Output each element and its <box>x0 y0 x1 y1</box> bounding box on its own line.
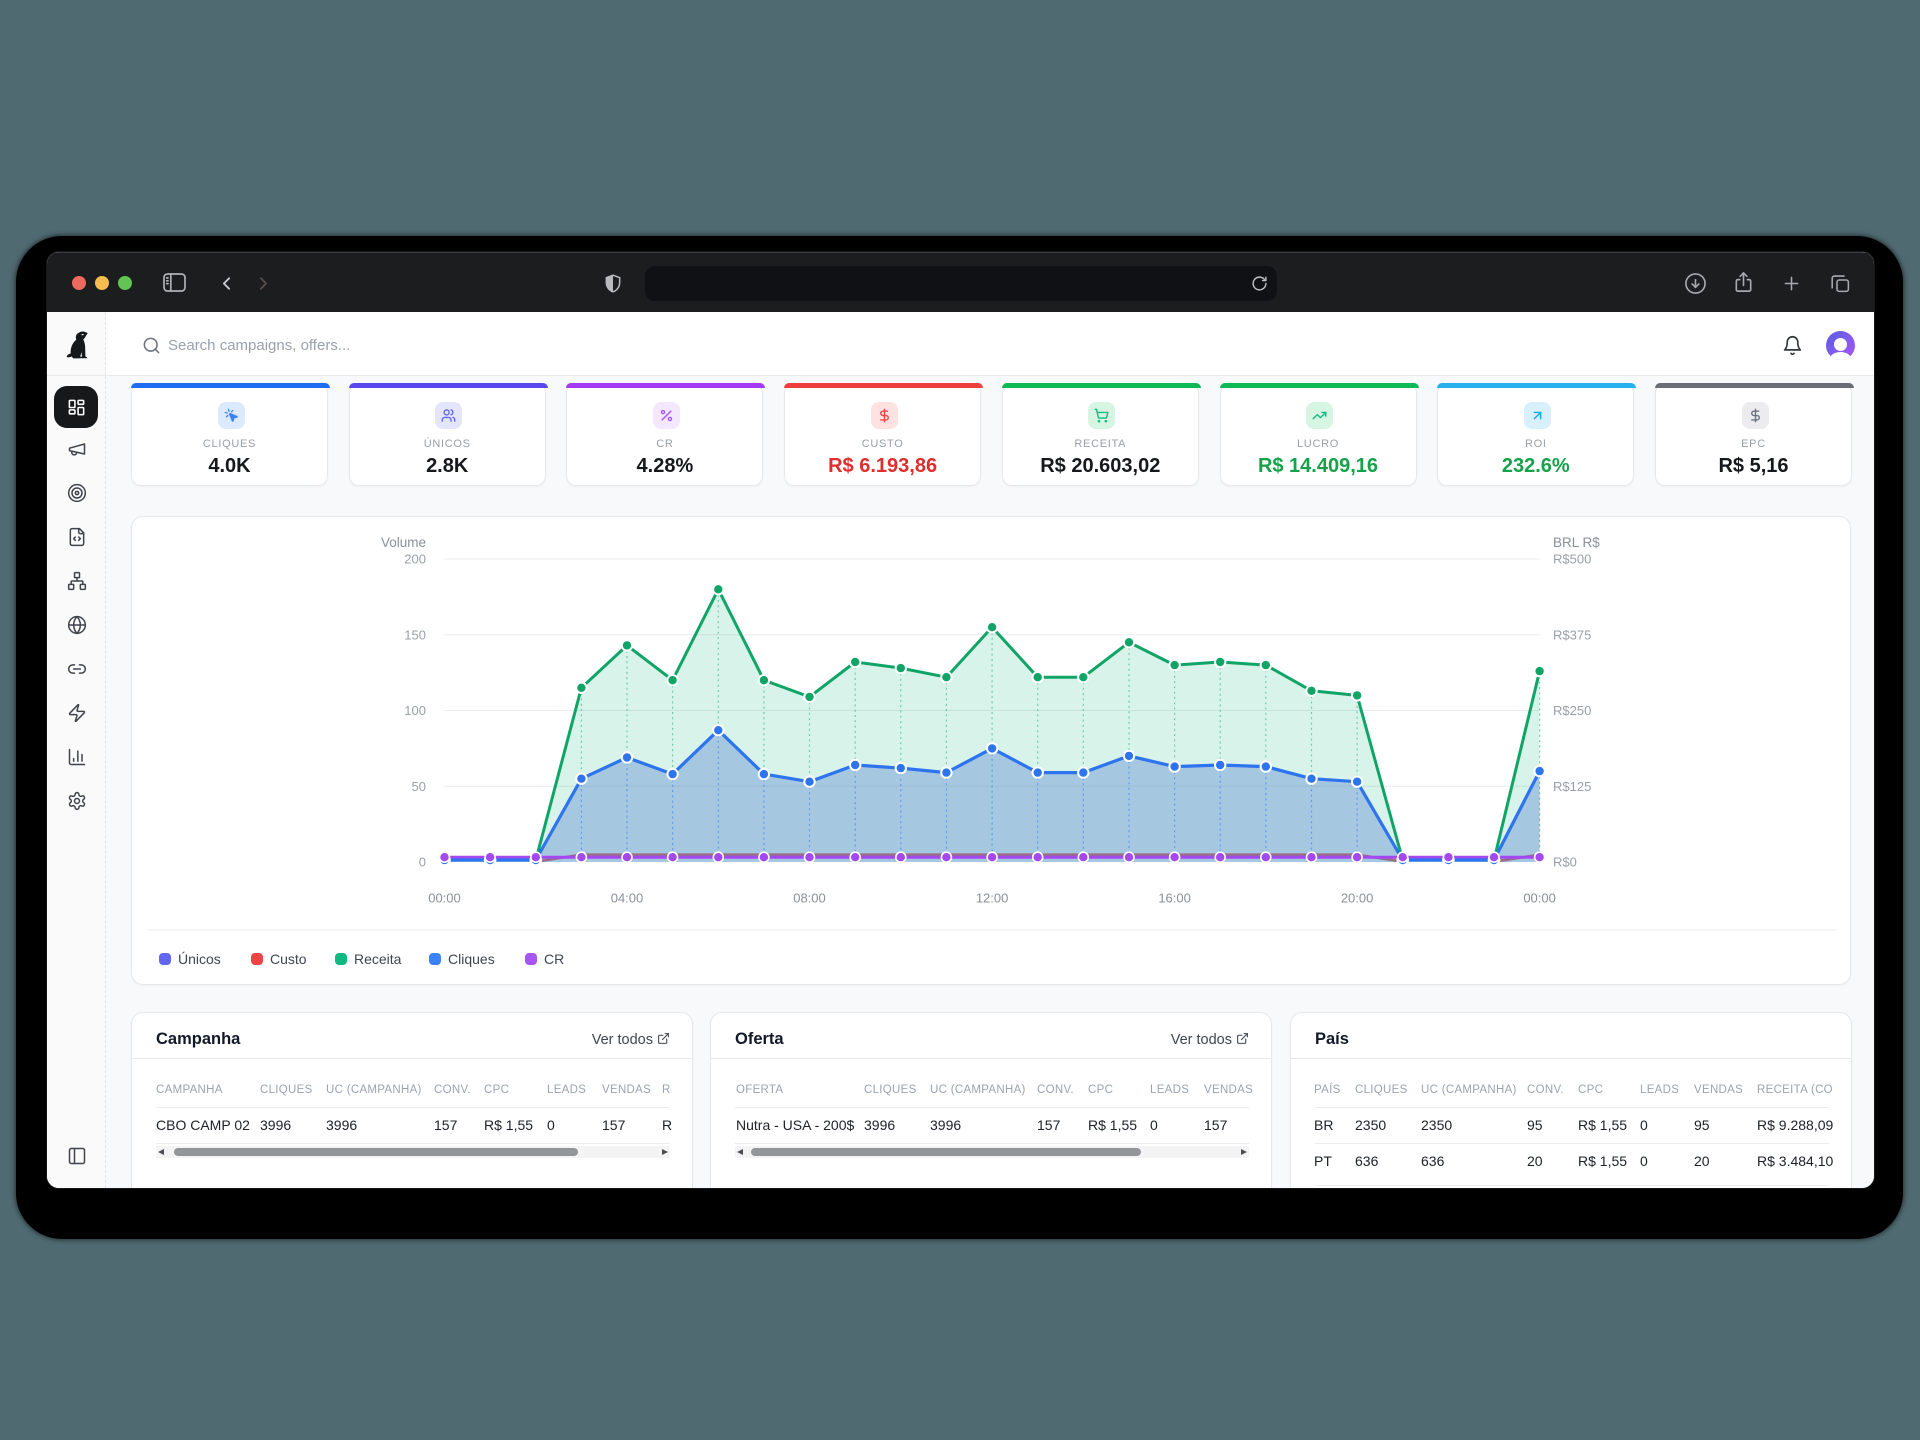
svg-text:R$375: R$375 <box>1553 627 1591 642</box>
svg-text:50: 50 <box>412 779 426 794</box>
svg-text:0: 0 <box>419 855 426 870</box>
svg-text:R$125: R$125 <box>1553 779 1591 794</box>
svg-text:Cliques: Cliques <box>448 951 495 967</box>
svg-text:12:00: 12:00 <box>976 891 1009 906</box>
svg-text:BRL R$: BRL R$ <box>1553 535 1600 550</box>
svg-text:150: 150 <box>404 627 426 642</box>
svg-text:00:00: 00:00 <box>1523 891 1556 906</box>
svg-text:Custo: Custo <box>270 951 307 967</box>
svg-text:Únicos: Únicos <box>178 951 221 967</box>
svg-text:20:00: 20:00 <box>1341 891 1374 906</box>
svg-text:Receita: Receita <box>354 951 402 967</box>
svg-text:CR: CR <box>544 951 564 967</box>
svg-text:R$250: R$250 <box>1553 703 1591 718</box>
svg-text:Volume: Volume <box>381 535 426 550</box>
svg-text:R$500: R$500 <box>1553 552 1591 567</box>
svg-text:00:00: 00:00 <box>428 891 461 906</box>
svg-text:16:00: 16:00 <box>1158 891 1191 906</box>
svg-text:08:00: 08:00 <box>793 891 826 906</box>
svg-text:04:00: 04:00 <box>611 891 644 906</box>
svg-text:200: 200 <box>404 552 426 567</box>
svg-text:100: 100 <box>404 703 426 718</box>
svg-text:R$0: R$0 <box>1553 855 1577 870</box>
